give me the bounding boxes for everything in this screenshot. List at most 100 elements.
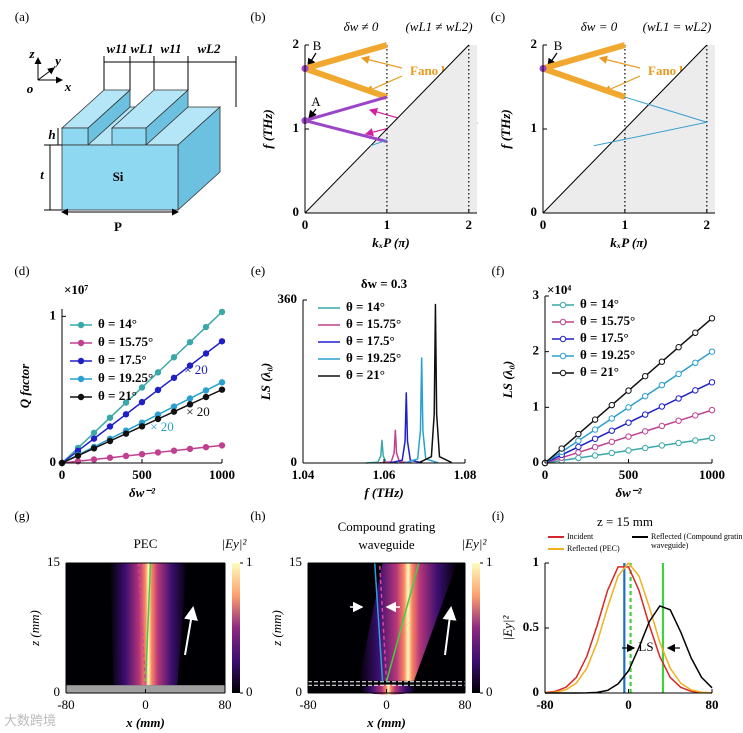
data-point xyxy=(675,344,682,351)
data-point xyxy=(642,372,649,380)
data-point xyxy=(90,435,98,442)
panel-label: (e) xyxy=(251,263,265,278)
data-point xyxy=(575,430,582,438)
panel-label: (d) xyxy=(14,263,29,278)
data-point xyxy=(218,442,226,449)
legend-marker xyxy=(559,369,567,377)
series-line xyxy=(379,429,412,464)
y-tick-label: 1 xyxy=(50,307,57,322)
y-axis-label: f (THz) xyxy=(498,109,513,148)
y-axis-label: LS (λ₀) xyxy=(500,361,515,399)
data-point xyxy=(122,430,130,437)
data-point xyxy=(625,433,632,440)
panel-label: (b) xyxy=(250,9,265,24)
series-line xyxy=(405,357,439,464)
data-point xyxy=(202,393,210,401)
legend-label: θ = 14° xyxy=(98,316,137,331)
data-point xyxy=(642,428,649,435)
data-point xyxy=(591,426,599,433)
x-axis-label: δw⁻² xyxy=(615,485,642,500)
y-tick-label: 0 xyxy=(533,454,540,469)
chart-title: PEC xyxy=(134,536,158,551)
series-line xyxy=(544,562,713,694)
x-tick-label: 1.06 xyxy=(373,467,396,482)
panel-label: (i) xyxy=(492,508,504,523)
x-tick-label: 0 xyxy=(542,467,549,482)
chart-subtitle: (wL1 = wL2) xyxy=(643,19,712,34)
legend-label: Incident xyxy=(567,532,594,541)
x-tick-label: 0 xyxy=(625,697,632,712)
y-tick-label: 2 xyxy=(293,36,300,51)
data-point xyxy=(708,406,716,414)
data-point xyxy=(186,395,194,402)
y-axis-label: Q factor xyxy=(17,363,32,408)
x-tick-label: 0 xyxy=(59,467,66,482)
annotation: y xyxy=(53,53,61,68)
legend-label: θ = 19.25° xyxy=(346,350,401,365)
annotation: w11 xyxy=(107,41,128,56)
x-axis-label: kₓP (π) xyxy=(610,235,647,250)
y-tick-label: 0 xyxy=(296,684,303,699)
data-point xyxy=(218,308,226,316)
data-point xyxy=(608,415,615,422)
colorbar-label: |Ey|² xyxy=(462,536,488,551)
data-point xyxy=(218,386,226,393)
colorbar-tick-label: 1 xyxy=(246,554,253,569)
data-point xyxy=(625,447,632,454)
data-point xyxy=(90,429,98,436)
legend-label: θ = 15.75° xyxy=(346,316,401,331)
series-line xyxy=(593,96,708,147)
panel-label: (c) xyxy=(491,9,505,24)
data-point xyxy=(202,323,210,331)
y-tick-label: 0 xyxy=(531,204,538,219)
data-point xyxy=(708,315,716,322)
y-tick-label: 15 xyxy=(289,554,302,569)
x-tick-label: 500 xyxy=(132,467,152,482)
y-axis-label: z (mm) xyxy=(27,610,42,647)
data-point xyxy=(575,437,582,444)
data-point xyxy=(106,454,114,461)
data-point xyxy=(170,374,178,381)
data-point xyxy=(138,423,146,430)
legend-marker xyxy=(77,357,85,365)
data-point xyxy=(186,401,194,408)
annotation: × 20 xyxy=(186,404,210,419)
field-spot xyxy=(360,684,417,695)
series-line xyxy=(545,605,713,694)
x-tick-label: 1 xyxy=(384,217,391,232)
data-point xyxy=(90,456,98,463)
annotation: wL1 xyxy=(130,41,153,56)
x-axis-label: f (THz) xyxy=(364,485,403,500)
annotation: x xyxy=(64,79,72,94)
direction-arrow xyxy=(442,606,457,656)
data-point xyxy=(558,445,565,452)
chart-title: Compound grating xyxy=(338,519,436,534)
legend-label: Reflected (Compound grating waveguide) xyxy=(651,532,743,550)
colorbar-tick-label: 0 xyxy=(246,684,253,699)
data-point xyxy=(658,403,666,410)
annotation: h xyxy=(48,127,55,142)
legend-label: θ = 17.5° xyxy=(346,333,395,348)
data-point xyxy=(692,437,699,444)
legend-label: θ = 17.5° xyxy=(98,352,147,367)
x-tick-label: 1.08 xyxy=(454,467,477,482)
chart-title: waveguide xyxy=(358,537,415,552)
data-point xyxy=(675,439,682,447)
data-point xyxy=(608,427,615,434)
chart-title: δw = 0 xyxy=(581,19,618,34)
annotation: LS xyxy=(638,639,653,654)
data-point xyxy=(708,434,716,442)
x-tick-label: 0 xyxy=(142,697,149,712)
data-point xyxy=(154,415,162,423)
data-point xyxy=(658,422,666,430)
data-point xyxy=(692,359,699,366)
legend-marker xyxy=(77,321,85,329)
data-point xyxy=(642,411,649,418)
legend-marker xyxy=(559,352,567,360)
data-point xyxy=(106,423,114,430)
data-point xyxy=(608,401,615,409)
data-point xyxy=(692,387,699,394)
data-point xyxy=(591,435,599,442)
